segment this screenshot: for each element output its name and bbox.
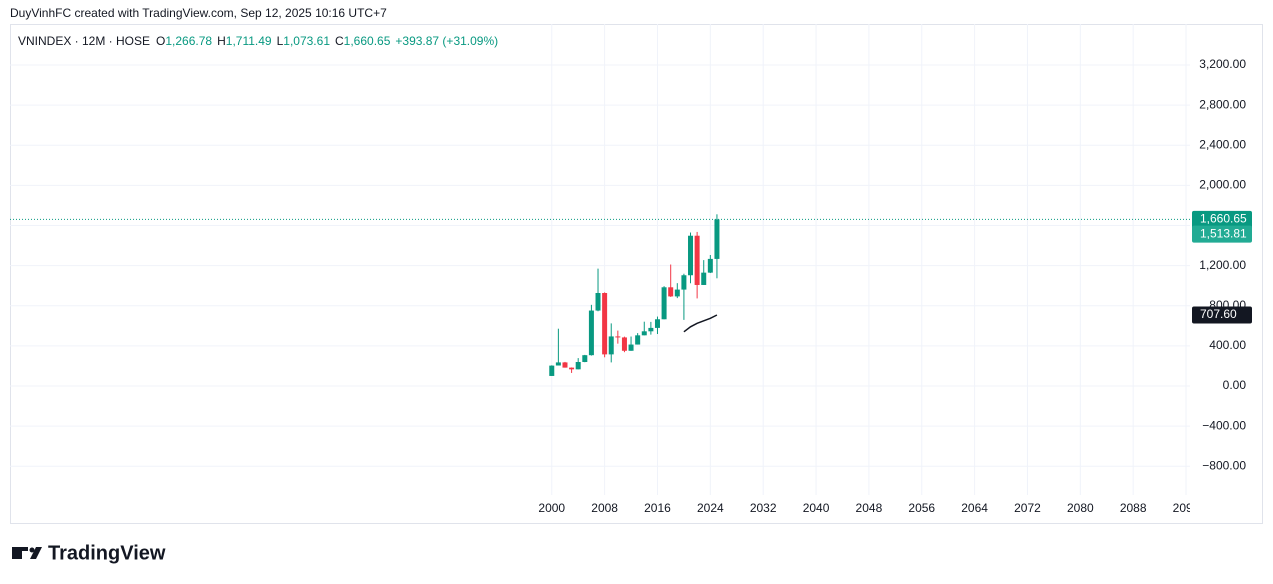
legend-text: VNINDEX · 12M · HOSE O1,266.78 H1,711.49 L1… bbox=[18, 34, 498, 48]
candle-body bbox=[555, 362, 561, 366]
logo: TradingView bbox=[12, 542, 166, 564]
candle-body bbox=[588, 310, 594, 356]
chart-frame bbox=[10, 24, 1263, 524]
price-badge bbox=[1192, 306, 1252, 324]
y-tick-label: 3,200.00 bbox=[1199, 57, 1246, 71]
legend-value: 1,073.61 bbox=[283, 34, 330, 48]
candle-body bbox=[641, 331, 647, 336]
candle-body bbox=[635, 335, 641, 345]
candle-body bbox=[615, 336, 621, 338]
candle-body bbox=[674, 289, 680, 297]
legend-title: VNINDEX · 12M · HOSE bbox=[18, 34, 150, 48]
y-tick-label: 2,400.00 bbox=[1199, 137, 1246, 151]
legend-value: +393.87 (+31.09%) bbox=[395, 34, 498, 48]
x-tick-label: 2024 bbox=[697, 501, 724, 515]
legend-key: H bbox=[217, 34, 226, 48]
y-tick-label: 2,800.00 bbox=[1199, 97, 1246, 111]
candle-body bbox=[608, 336, 614, 355]
candle-body bbox=[648, 327, 654, 332]
price-badge-label: 1,660.65 bbox=[1200, 212, 1247, 226]
x-tick-label: 2016 bbox=[644, 501, 671, 515]
x-tick-label: 2056 bbox=[908, 501, 935, 515]
candle-body bbox=[549, 365, 555, 376]
x-tick-label: 2040 bbox=[803, 501, 830, 515]
candle-body bbox=[602, 292, 608, 355]
candle-body bbox=[654, 319, 660, 328]
price-badge bbox=[1192, 225, 1252, 243]
y-tick-label: 400.00 bbox=[1209, 338, 1246, 352]
y-tick-label: −400.00 bbox=[1202, 418, 1246, 432]
x-axis: 2000 2008 2016 2024 2032 2040 2048 2056 2064 2072… bbox=[538, 501, 1200, 515]
candle-body bbox=[707, 258, 713, 273]
candle-body bbox=[668, 287, 674, 297]
x-tick-label: 2096 bbox=[1173, 501, 1200, 515]
x-tick-label: 2088 bbox=[1120, 501, 1147, 515]
y-tick-label: 1,200.00 bbox=[1199, 258, 1246, 272]
y-tick-label: 2,000.00 bbox=[1199, 178, 1246, 192]
candle-body bbox=[694, 235, 700, 285]
candle-body bbox=[661, 287, 667, 320]
x-tick-label: 2048 bbox=[856, 501, 883, 515]
candle-body bbox=[595, 292, 601, 311]
y-tick-label: −800.00 bbox=[1202, 458, 1246, 472]
x-tick-label: 2072 bbox=[1014, 501, 1041, 515]
candle-body bbox=[628, 344, 634, 351]
candle-body bbox=[575, 362, 581, 370]
legend-value: 1,660.65 bbox=[344, 34, 391, 48]
x-tick-label: 2008 bbox=[591, 501, 618, 515]
x-tick-label: 2032 bbox=[750, 501, 777, 515]
x-tick-label: 2080 bbox=[1067, 501, 1094, 515]
candle-body bbox=[562, 362, 568, 368]
price-axis: −800.00−400.000.00400.00800.001,200.001,… bbox=[1192, 57, 1252, 472]
price-badge-label: 1,513.81 bbox=[1200, 226, 1247, 240]
candle-body bbox=[714, 219, 720, 259]
legend-key: O bbox=[156, 34, 165, 48]
price-badge-label: 707.60 bbox=[1200, 307, 1237, 321]
candle-body bbox=[688, 235, 694, 276]
credit: DuyVinhFC created with TradingView.com, … bbox=[10, 6, 387, 20]
logo-text: TradingView bbox=[48, 542, 166, 564]
plot bbox=[10, 214, 1190, 376]
legend-value: 1,266.78 bbox=[165, 34, 212, 48]
x-tick-label: 2064 bbox=[961, 501, 988, 515]
legend-value: 1,711.49 bbox=[226, 34, 272, 48]
candle-body bbox=[681, 275, 687, 290]
y-tick-label: 0.00 bbox=[1223, 378, 1247, 392]
grid bbox=[10, 24, 1190, 495]
candle-body bbox=[701, 272, 707, 285]
legend-key: C bbox=[335, 34, 344, 48]
candle-body bbox=[582, 355, 588, 363]
indicator-line bbox=[683, 314, 718, 333]
candle-body bbox=[621, 337, 627, 351]
legend-key: L bbox=[277, 34, 284, 48]
x-tick-label: 2000 bbox=[538, 501, 565, 515]
legend: VNINDEX · 12M · HOSE O1,266.78 H1,711.49 L1… bbox=[18, 34, 498, 48]
candle-body bbox=[569, 367, 575, 370]
